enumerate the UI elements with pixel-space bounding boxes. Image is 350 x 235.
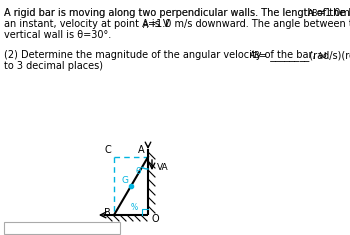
Text: A rigid bar is moving along two perpendicular walls. The length of the bar is L: A rigid bar is moving along two perpendi…	[4, 8, 350, 18]
Text: A: A	[142, 20, 148, 30]
Text: =1.0m. At: =1.0m. At	[317, 8, 350, 18]
Text: = ________(rad/s)(round: = ________(rad/s)(round	[259, 50, 350, 61]
Text: (2) Determine the magnitude of the angular velocity of the bar, ω: (2) Determine the magnitude of the angul…	[4, 50, 327, 60]
Text: B: B	[104, 208, 111, 218]
Text: C: C	[104, 145, 111, 155]
Text: A: A	[138, 145, 145, 155]
Text: AB: AB	[250, 51, 261, 60]
Text: %: %	[131, 203, 138, 212]
Text: =1.0 m/s downward. The angle between the bar and the: =1.0 m/s downward. The angle between the…	[148, 19, 350, 29]
Text: A rigid bar is moving along two perpendicular walls. The length of the bar is Lᴮ: A rigid bar is moving along two perpendi…	[4, 8, 350, 18]
Text: to 3 decimal places): to 3 decimal places)	[4, 61, 103, 71]
Text: VB: VB	[90, 224, 102, 233]
Text: G: G	[122, 176, 129, 185]
Bar	[4, 222, 120, 234]
Text: an instant, velocity at point A is V: an instant, velocity at point A is V	[4, 19, 169, 29]
Text: A rigid bar is moving along two perpendicular walls. The length of the bar is L: A rigid bar is moving along two perpendi…	[4, 8, 350, 18]
Text: θ: θ	[135, 167, 141, 176]
Text: vertical wall is θ=30°.: vertical wall is θ=30°.	[4, 30, 111, 40]
Text: O: O	[151, 214, 159, 224]
Text: AB: AB	[308, 9, 318, 19]
Text: VA: VA	[157, 162, 169, 172]
